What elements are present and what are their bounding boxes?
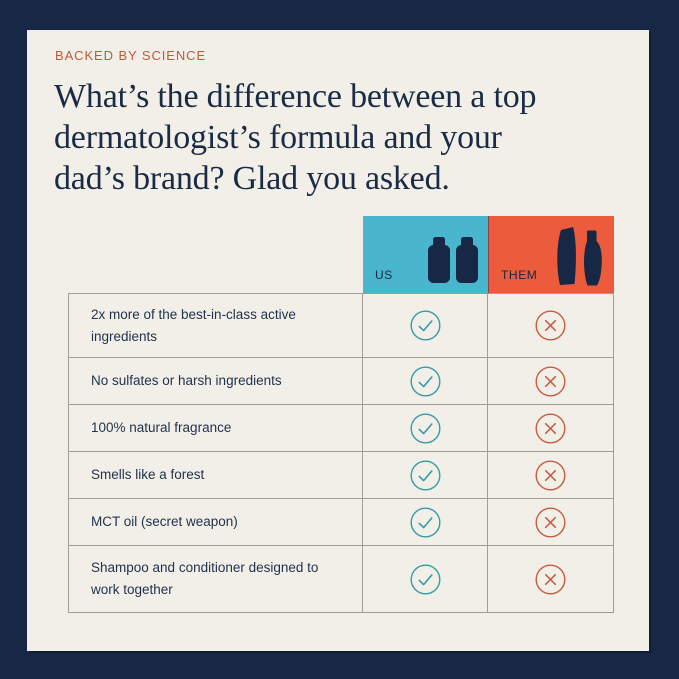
row-label: Smells like a forest (69, 452, 363, 498)
us-mark-cell (363, 405, 488, 451)
comparison-table: US THEM (68, 216, 614, 613)
us-mark-cell (363, 452, 488, 498)
x-circle-icon (535, 365, 566, 397)
table-row: 2x more of the best-in-class active ingr… (69, 294, 613, 358)
check-circle-icon (409, 310, 441, 341)
us-mark-cell (363, 499, 488, 545)
us-mark-cell (363, 294, 488, 357)
eyebrow-label: BACKED BY SCIENCE (55, 48, 207, 63)
headline: What’s the difference between a top derm… (54, 76, 537, 199)
them-mark-cell (488, 546, 613, 612)
row-label: Shampoo and conditioner designed to work… (69, 546, 363, 612)
x-circle-icon (535, 506, 566, 538)
row-label: 2x more of the best-in-class active ingr… (69, 294, 363, 357)
check-circle-icon (409, 459, 441, 491)
round-bottles-icon (428, 237, 478, 283)
row-label: 100% natural fragrance (69, 405, 363, 451)
header-spacer (68, 216, 363, 293)
us-mark-cell (363, 358, 488, 404)
them-mark-cell (488, 358, 613, 404)
them-column-header: THEM (488, 216, 614, 293)
them-mark-cell (488, 452, 613, 498)
shampoo-bottles-icon (557, 227, 602, 286)
x-circle-icon (535, 310, 566, 341)
check-circle-icon (409, 506, 441, 538)
check-circle-icon (409, 412, 441, 444)
check-circle-icon (409, 563, 441, 595)
them-mark-cell (488, 294, 613, 357)
us-column-label: US (375, 268, 393, 282)
row-label: MCT oil (secret weapon) (69, 499, 363, 545)
us-mark-cell (363, 546, 488, 612)
them-mark-cell (488, 499, 613, 545)
table-row: No sulfates or harsh ingredients (69, 358, 613, 405)
table-row: 100% natural fragrance (69, 405, 613, 452)
table-row: Smells like a forest (69, 452, 613, 499)
table-row: Shampoo and conditioner designed to work… (69, 546, 613, 612)
table-header-row: US THEM (68, 216, 614, 293)
x-circle-icon (535, 563, 566, 595)
us-column-header: US (363, 216, 488, 293)
row-label: No sulfates or harsh ingredients (69, 358, 363, 404)
headline-line-2: dermatologist’s formula and your (54, 119, 502, 156)
x-circle-icon (535, 412, 566, 444)
x-circle-icon (535, 459, 566, 491)
them-mark-cell (488, 405, 613, 451)
them-column-label: THEM (501, 268, 538, 282)
check-circle-icon (409, 365, 441, 397)
content-panel: BACKED BY SCIENCE What’s the difference … (27, 30, 649, 651)
table-body: 2x more of the best-in-class active ingr… (68, 293, 614, 613)
table-row: MCT oil (secret weapon) (69, 499, 613, 546)
headline-line-1: What’s the difference between a top (54, 78, 537, 115)
headline-line-3: dad’s brand? Glad you asked. (54, 160, 450, 197)
